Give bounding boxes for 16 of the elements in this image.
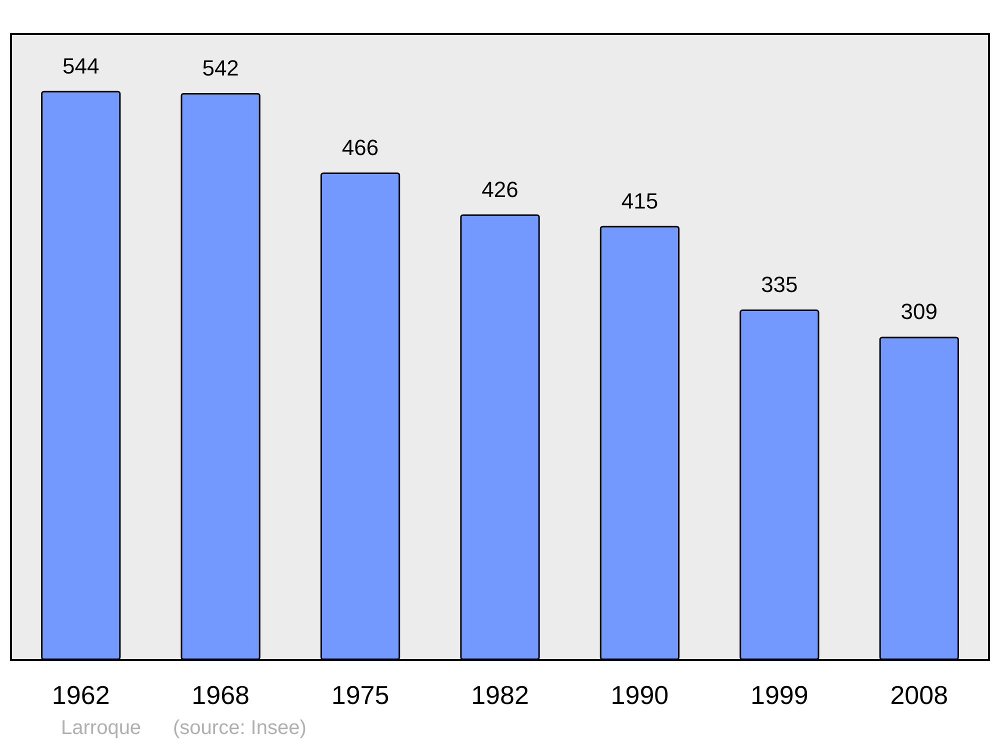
x-tick-label: 1982 (471, 680, 529, 710)
data-label: 466 (342, 135, 379, 160)
data-label: 544 (62, 53, 100, 78)
x-tick-label: 1975 (331, 680, 390, 710)
data-label: 415 (621, 188, 658, 214)
data-label: 542 (202, 56, 239, 80)
x-tick-label: 1968 (192, 680, 250, 710)
x-tick-label: 1999 (750, 680, 808, 710)
text: Larroque (61, 717, 142, 739)
data-label: 426 (482, 176, 518, 202)
x-tick-label: 2008 (890, 680, 948, 710)
x-tick-label: 1962 (52, 680, 110, 710)
data-label: 335 (761, 272, 798, 298)
x-tick-label: 1990 (610, 680, 669, 710)
data-label: 309 (900, 299, 938, 324)
text: (source: Insee) (173, 717, 306, 739)
